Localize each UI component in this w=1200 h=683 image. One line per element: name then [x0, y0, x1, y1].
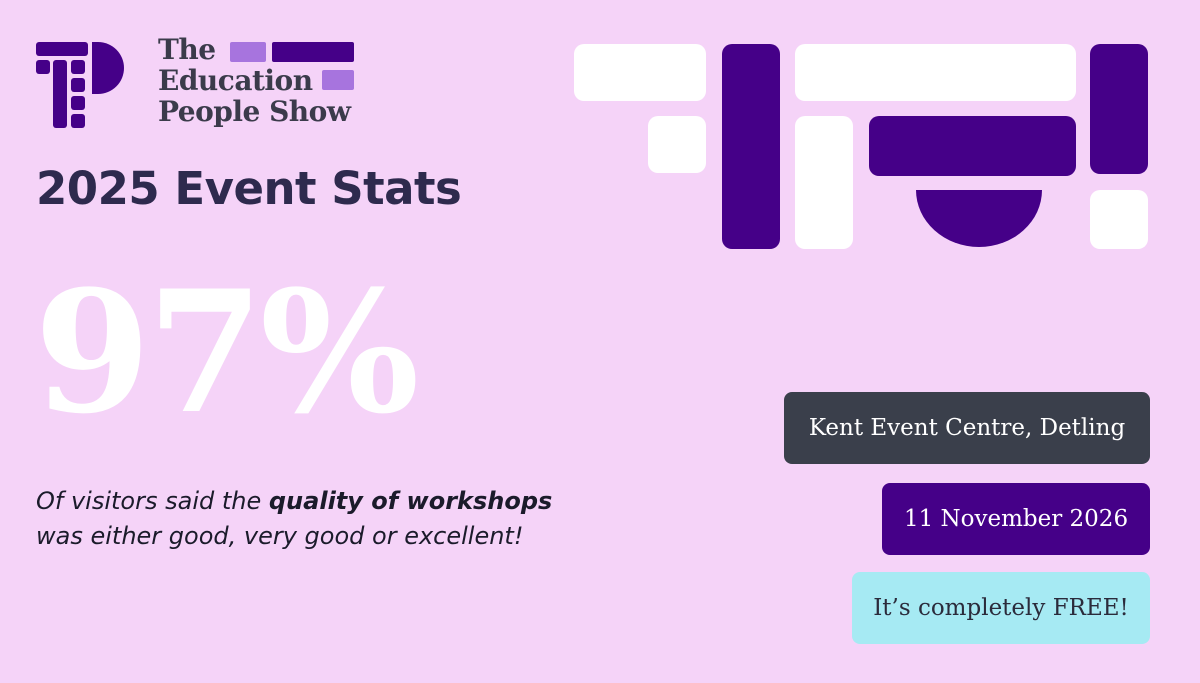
logo-wordmark: The Education People Show: [158, 33, 351, 128]
date-badge: 11 November 2026: [882, 483, 1150, 555]
logo-accent-bar-1: [230, 42, 266, 62]
logo-line-3: People Show: [158, 95, 351, 128]
stat-value: 97%: [34, 253, 419, 451]
decorative-logo-shapes: [574, 44, 1148, 249]
stat-description: Of visitors said the quality of workshop…: [36, 484, 556, 554]
logo-line-2: Education: [158, 64, 313, 97]
stat-desc-pre: Of visitors said the: [36, 487, 269, 515]
venue-badge: Kent Event Centre, Detling: [784, 392, 1150, 464]
stat-desc-bold: quality of workshops: [268, 487, 553, 515]
logo-mark: [36, 42, 124, 128]
logo-accent-bar-3: [322, 70, 354, 90]
logo-line-1: The: [158, 33, 216, 66]
free-badge: It’s completely FREE!: [852, 572, 1150, 644]
logo-accent-bar-2: [272, 42, 354, 62]
stat-desc-post: was either good, very good or excellent!: [36, 522, 524, 550]
page-title: 2025 Event Stats: [36, 162, 462, 215]
